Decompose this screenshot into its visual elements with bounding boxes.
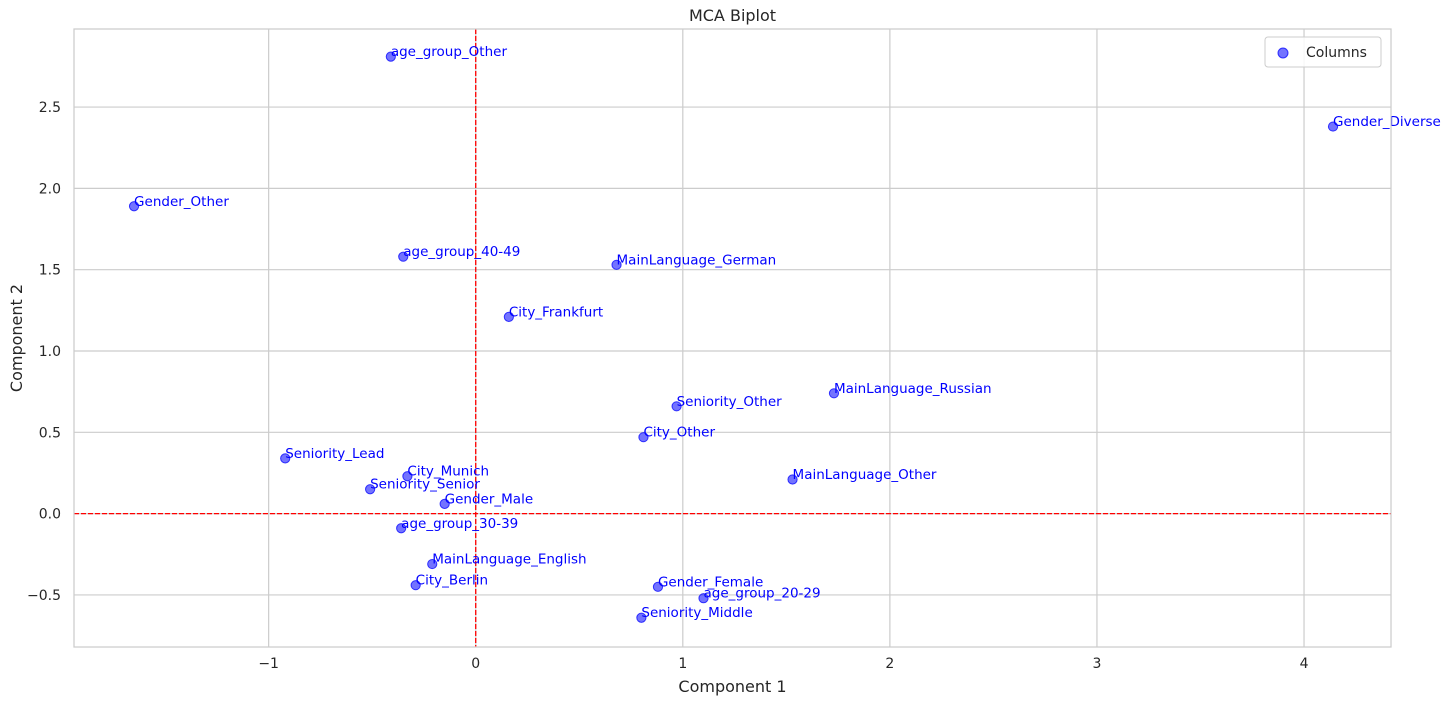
point-age_group_20-29 <box>698 593 709 604</box>
point-label-age_group_20-29: age_group_20-29 <box>704 586 821 602</box>
point-MainLanguage_German <box>611 259 622 270</box>
point-City_Frankfurt <box>503 311 514 322</box>
point-label-age_group_30-39: age_group_30-39 <box>401 516 518 532</box>
point-Gender_Male <box>439 498 450 509</box>
chart-title: MCA Biplot <box>689 6 776 25</box>
point-label-Seniority_Senior: Seniority_Senior <box>370 477 480 493</box>
x-tick-label-4: 3 <box>1092 656 1101 672</box>
point-label-Seniority_Lead: Seniority_Lead <box>285 446 384 462</box>
point-label-Gender_Other: Gender_Other <box>134 194 229 210</box>
point-label-Seniority_Middle: Seniority_Middle <box>641 605 752 621</box>
point-Seniority_Senior <box>365 484 376 495</box>
point-Gender_Diverse <box>1327 121 1339 132</box>
y-tick-label-2: 0.5 <box>39 425 61 441</box>
plot-frame <box>73 28 1392 648</box>
x-tick-label-2: 1 <box>678 656 687 672</box>
point-City_Berlin <box>410 580 421 591</box>
y-axis-ticks: −0.5 0.0 0.5 1.0 1.5 2.0 2.5 <box>27 100 61 604</box>
point-Seniority_Middle <box>636 612 647 623</box>
point-label-City_Berlin: City_Berlin <box>416 573 488 589</box>
point-label-City_Other: City_Other <box>643 425 715 441</box>
point-label-Gender_Male: Gender_Male <box>445 491 533 507</box>
point-label-age_group_Other: age_group_Other <box>391 44 508 60</box>
point-label-MainLanguage_Other: MainLanguage_Other <box>793 467 937 483</box>
point-label-Gender_Diverse: Gender_Diverse <box>1333 114 1441 130</box>
reference-lines <box>74 29 1391 647</box>
grid <box>74 29 1391 647</box>
point-MainLanguage_Other <box>787 474 798 485</box>
y-tick-label-6: 2.5 <box>39 100 61 116</box>
point-label-age_group_40-49: age_group_40-49 <box>403 244 520 260</box>
point-labels: age_group_Other Gender_Diverse Gender_Othe… <box>134 44 1441 621</box>
point-label-MainLanguage_English: MainLanguage_English <box>432 552 586 568</box>
x-tick-label-5: 4 <box>1300 656 1309 672</box>
point-Gender_Other <box>128 201 140 212</box>
y-tick-label-4: 1.5 <box>39 263 61 279</box>
y-axis-title: Component 2 <box>7 284 26 392</box>
y-tick-label-0: −0.5 <box>27 588 61 604</box>
legend-box <box>1264 36 1382 68</box>
point-Gender_Female <box>652 581 664 592</box>
y-tick-label-1: 0.0 <box>39 507 61 523</box>
legend: Columns <box>1264 36 1382 68</box>
point-age_group_30-39 <box>396 523 407 534</box>
point-MainLanguage_Russian <box>828 388 840 399</box>
legend-entry-columns: Columns <box>1306 45 1367 61</box>
point-label-Seniority_Other: Seniority_Other <box>677 394 783 410</box>
y-tick-label-3: 1.0 <box>39 344 61 360</box>
point-label-City_Munich: City_Munich <box>407 464 489 480</box>
x-tick-label-0: −1 <box>258 656 279 672</box>
x-axis-title: Component 1 <box>678 677 786 696</box>
points <box>128 51 1339 623</box>
y-tick-label-5: 2.0 <box>39 181 61 197</box>
point-Seniority_Other <box>671 401 682 412</box>
point-label-City_Frankfurt: City_Frankfurt <box>509 304 603 320</box>
point-label-MainLanguage_German: MainLanguage_German <box>617 252 777 268</box>
x-tick-label-1: 0 <box>471 656 480 672</box>
point-age_group_Other <box>385 51 396 62</box>
point-MainLanguage_English <box>427 558 438 570</box>
point-age_group_40-49 <box>398 251 409 262</box>
point-City_Munich <box>402 471 413 482</box>
point-label-MainLanguage_Russian: MainLanguage_Russian <box>834 381 992 397</box>
point-City_Other <box>638 432 649 443</box>
point-label-Gender_Female: Gender_Female <box>658 574 763 590</box>
x-tick-label-3: 2 <box>885 656 894 672</box>
legend-marker <box>1277 47 1289 59</box>
point-Seniority_Lead <box>280 453 291 464</box>
x-axis-ticks: −1 0 1 2 3 4 <box>258 656 1308 672</box>
